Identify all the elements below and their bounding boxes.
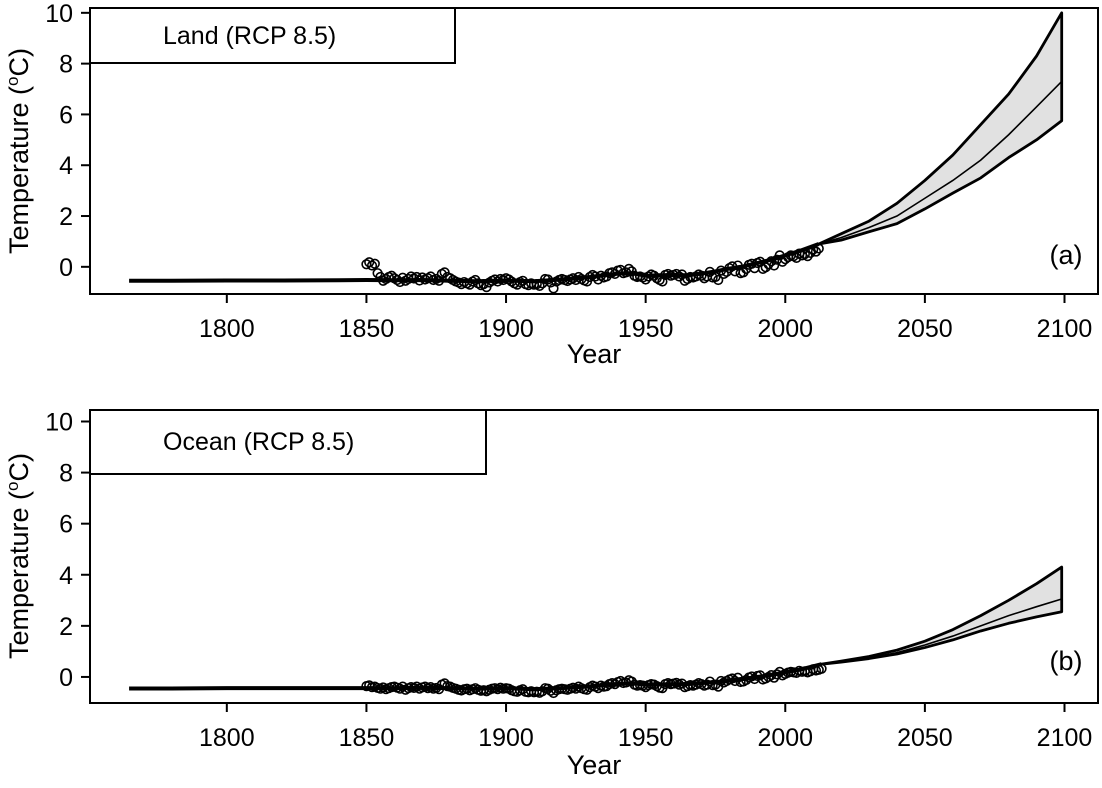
panel-b-yaxis-title: Temperature (oC) xyxy=(3,453,34,659)
y-tick-label: 8 xyxy=(59,51,73,79)
panel-b-xaxis-title: Year xyxy=(567,750,622,780)
projection-uncertainty-band xyxy=(817,11,1064,246)
observation-point xyxy=(727,673,738,684)
y-tick-label: 2 xyxy=(59,203,73,231)
yaxis-title-post: C) xyxy=(4,453,34,482)
y-tick-label: 2 xyxy=(59,613,73,641)
panel-b-tag: (b) xyxy=(1050,646,1083,676)
observation-point xyxy=(810,246,822,257)
y-tick-label: 4 xyxy=(59,562,73,590)
observation-point xyxy=(799,249,810,260)
x-tick-label: 1800 xyxy=(199,315,255,343)
x-tick-label: 2100 xyxy=(1037,724,1093,752)
observation-point xyxy=(534,280,545,291)
observation-point xyxy=(439,678,450,689)
y-tick-label: 8 xyxy=(59,460,73,488)
projection-uncertainty-band xyxy=(820,565,1064,666)
x-tick-label: 1850 xyxy=(339,315,395,343)
panel-a-yaxis-title: Temperature (oC) xyxy=(3,48,34,254)
x-tick-label: 1850 xyxy=(339,724,395,752)
y-tick-label: 0 xyxy=(59,254,73,282)
observation-point xyxy=(713,274,724,286)
observation-point xyxy=(406,271,417,282)
observation-point xyxy=(813,243,824,254)
observation-point xyxy=(478,278,489,290)
x-tick-label: 2000 xyxy=(757,315,813,343)
observation-point xyxy=(718,268,729,280)
yaxis-title-pre: Temperature ( xyxy=(4,86,34,254)
panel-a-legend-box xyxy=(89,7,456,64)
yaxis-title-pre: Temperature ( xyxy=(4,491,34,659)
x-tick-label: 1800 xyxy=(199,724,255,752)
x-tick-label: 2050 xyxy=(897,724,953,752)
observation-point xyxy=(623,263,635,274)
observation-point xyxy=(696,270,707,281)
observation-point xyxy=(657,276,668,287)
projection-median-line xyxy=(821,598,1062,665)
panel-a-tag: (a) xyxy=(1050,240,1083,270)
panel-a-xaxis-title: Year xyxy=(567,339,622,369)
y-tick-label: 10 xyxy=(45,408,73,436)
yaxis-title-post: C) xyxy=(4,48,34,77)
y-tick-label: 4 xyxy=(59,152,73,180)
x-tick-label: 2050 xyxy=(897,315,953,343)
observation-point xyxy=(704,266,715,278)
yaxis-title-sup: o xyxy=(3,76,22,85)
x-tick-label: 2100 xyxy=(1037,315,1093,343)
observation-point xyxy=(727,261,738,272)
x-tick-label: 1900 xyxy=(478,724,534,752)
x-tick-label: 1900 xyxy=(478,315,534,343)
observation-point xyxy=(369,258,380,269)
observation-point xyxy=(808,244,819,255)
y-tick-label: 10 xyxy=(45,0,73,28)
observation-point xyxy=(492,276,503,287)
x-tick-label: 2000 xyxy=(757,724,813,752)
x-tick-label: 1950 xyxy=(618,315,674,343)
x-tick-label: 1950 xyxy=(618,724,674,752)
y-tick-label: 6 xyxy=(59,101,73,129)
projection-median-line xyxy=(818,80,1063,245)
observation-point xyxy=(816,663,827,674)
observation-point xyxy=(671,268,682,280)
panel-a-legend-label: Land (RCP 8.5) xyxy=(163,22,336,50)
yaxis-title-sup: o xyxy=(3,481,22,490)
panel-b-legend-label: Ocean (RCP 8.5) xyxy=(163,428,354,456)
observation-point xyxy=(766,670,777,681)
panel-b-legend-box xyxy=(89,409,487,475)
observation-point xyxy=(768,260,780,271)
observation-point xyxy=(640,274,651,285)
y-tick-label: 6 xyxy=(59,511,73,539)
y-tick-label: 0 xyxy=(59,664,73,692)
observation-point xyxy=(763,259,774,270)
